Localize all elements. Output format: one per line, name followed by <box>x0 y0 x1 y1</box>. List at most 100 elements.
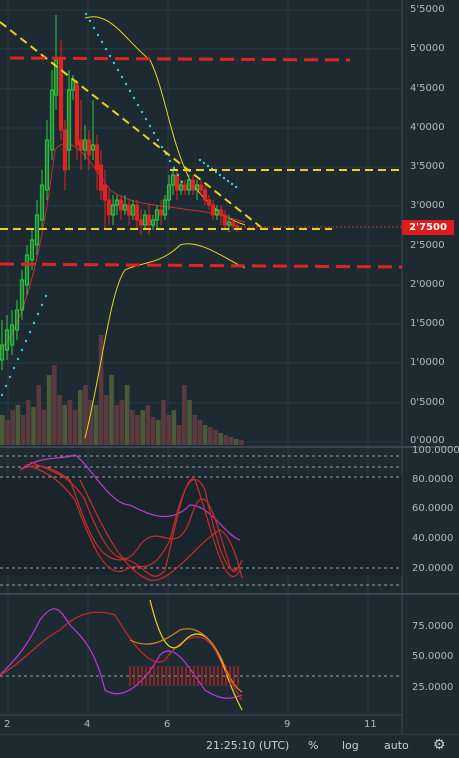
sar-dot <box>12 366 16 370</box>
volume-bar <box>140 410 145 445</box>
sar-dot <box>176 173 180 177</box>
sar-dot <box>218 173 222 177</box>
trendline-yellow-diagonal[interactable] <box>0 21 263 229</box>
sar-dot <box>206 164 210 168</box>
time-tick: 11 <box>364 719 377 730</box>
log-toggle[interactable]: log <box>342 739 359 752</box>
osc-tick: 25.0000 <box>412 682 454 693</box>
sar-dot <box>96 33 100 37</box>
sar-dot <box>120 75 124 79</box>
volume-bar <box>114 405 119 445</box>
candle-body <box>86 139 92 156</box>
candle-body <box>206 199 212 206</box>
rsi-tick: 40.0000 <box>412 533 454 544</box>
candle-body <box>202 189 208 201</box>
sar-dot <box>202 161 206 165</box>
time-tick: 9 <box>284 719 291 730</box>
volume-bar <box>145 405 151 445</box>
price-tick: 4'5000 <box>410 83 445 94</box>
sar-dot <box>230 182 234 186</box>
osc-tick: 75.0000 <box>412 621 454 632</box>
candle-body <box>198 184 204 191</box>
volume-bar <box>239 440 244 445</box>
candle-body <box>186 179 192 191</box>
price-tick: 0'5000 <box>410 397 445 408</box>
sar-dot <box>0 393 4 397</box>
volume-bar <box>20 415 26 445</box>
sar-dot <box>180 180 184 184</box>
price-tick: 5'5000 <box>410 4 445 15</box>
auto-toggle[interactable]: auto <box>384 739 409 752</box>
candle-body <box>210 204 216 216</box>
volume-bar <box>208 427 213 445</box>
candle-body <box>170 174 176 186</box>
candle-body <box>19 279 25 311</box>
volume-bar <box>109 375 114 445</box>
volume-bar <box>182 385 187 445</box>
volume-bar <box>234 439 239 445</box>
candle-body <box>214 209 220 216</box>
price-tick: 0'0000 <box>410 435 445 446</box>
rsi-tick: 100.0000 <box>412 445 459 456</box>
sar-dot <box>104 47 108 51</box>
sar-dot <box>28 330 32 334</box>
candle-body <box>98 164 104 191</box>
candle-body <box>126 204 132 216</box>
sar-dot <box>108 54 112 58</box>
sar-dot <box>234 185 238 189</box>
volume-bar <box>67 400 73 445</box>
time-tick: 4 <box>84 719 91 730</box>
volume-bar <box>93 405 99 445</box>
sar-dot <box>160 145 164 149</box>
sar-dot <box>144 117 148 121</box>
candle-body <box>49 89 55 151</box>
candle-body <box>122 204 128 211</box>
time-tick: 6 <box>164 719 171 730</box>
candle-body <box>150 219 156 226</box>
parabolic-sar <box>0 12 238 397</box>
volume-bar <box>228 437 234 445</box>
candle-body <box>230 221 236 227</box>
candle-body <box>39 184 45 221</box>
candle-body <box>142 214 148 226</box>
percent-toggle[interactable]: % <box>308 739 319 752</box>
time-tick: 2 <box>4 719 11 730</box>
volume-bar <box>15 405 21 445</box>
candle-body <box>130 204 136 216</box>
clock-readout[interactable]: 21:25:10 (UTC) <box>206 739 290 752</box>
candle-body <box>134 204 140 221</box>
volume-bar <box>0 415 5 445</box>
rsi-levels <box>0 455 402 586</box>
volume-bar <box>98 335 104 445</box>
candle-body <box>9 324 15 346</box>
resistance-red[interactable] <box>9 56 351 62</box>
volume-bar <box>124 385 130 445</box>
volume-bar <box>218 433 223 445</box>
candle-body <box>34 214 40 246</box>
volume-bar <box>41 410 47 445</box>
candle-body <box>53 59 59 96</box>
candle-body <box>138 219 144 226</box>
volume-bar <box>119 400 125 445</box>
volume-bar <box>62 405 67 445</box>
candle-body <box>29 239 35 261</box>
support-red[interactable] <box>0 262 403 269</box>
candle-body <box>182 184 188 191</box>
rsi-band <box>0 475 402 575</box>
sar-dot <box>222 176 226 180</box>
candle-body <box>78 139 84 151</box>
volume-bar <box>202 425 208 445</box>
candle-body <box>82 139 88 151</box>
candle-body <box>102 184 108 201</box>
gear-icon[interactable]: ⚙ <box>433 737 446 753</box>
volume-bar <box>72 410 78 445</box>
volume-bar <box>31 407 36 445</box>
sar-dot <box>156 138 160 142</box>
sar-dot <box>20 348 24 352</box>
candle-body <box>218 209 224 216</box>
candle-body <box>110 204 116 216</box>
sar-dot <box>16 357 20 361</box>
candle-body <box>44 139 50 191</box>
sar-dot <box>140 110 144 114</box>
